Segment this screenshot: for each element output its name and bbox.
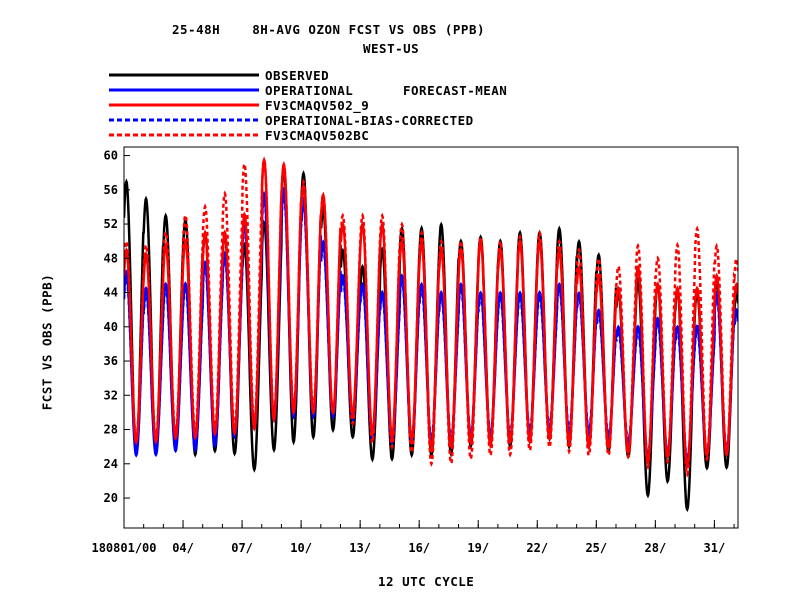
axis-layer: 20 24 28 32 36 40 44 48 52 56 60 180801/00 04/07/10/… xyxy=(91,149,735,555)
x-tick-label: 22/ xyxy=(526,541,548,555)
legend-title: FORECAST-MEAN xyxy=(403,83,508,98)
chart-subtitle: WEST-US xyxy=(363,41,420,56)
y-tick-label: 52 xyxy=(104,217,118,231)
x-tick-label: 04/ xyxy=(172,541,194,555)
x-tick-label: 13/ xyxy=(349,541,371,555)
y-tick-label: 60 xyxy=(104,149,118,163)
y-tick-label: 36 xyxy=(104,354,118,368)
x-tick-label: 16/ xyxy=(408,541,430,555)
legend-swatches xyxy=(109,73,259,137)
y-tick-label: 24 xyxy=(104,457,118,471)
y-tick-label: 28 xyxy=(104,423,118,437)
y-tick-label: 20 xyxy=(104,491,118,505)
x-tick-label: 25/ xyxy=(585,541,607,555)
legend-label-operational-bias-corrected: OPERATIONAL-BIAS-CORRECTED xyxy=(265,113,474,128)
series-line-fv3cmaqv502bc xyxy=(124,156,738,478)
legend-label-fv3cmaqv502bc: FV3CMAQV502BC xyxy=(265,128,370,143)
y-tick-label: 40 xyxy=(104,320,118,334)
legend-label-operational: OPERATIONAL xyxy=(265,83,354,98)
chart-title: 25-48H 8H-AVG OZON FCST VS OBS (PPB) xyxy=(172,22,485,37)
x-axis-label: 12 UTC CYCLE xyxy=(378,574,475,589)
y-axis-label: FCST VS OBS (PPB) xyxy=(39,273,55,411)
y-tick-label: 32 xyxy=(104,388,118,402)
x-tick-label: 180801/00 xyxy=(91,541,156,555)
x-tick-label: 19/ xyxy=(467,541,489,555)
series-layer xyxy=(124,156,738,513)
legend-label-fv3cmaqv502-9: FV3CMAQV502_9 xyxy=(265,98,370,113)
plot-frame xyxy=(123,146,739,529)
y-tick-label: 56 xyxy=(104,183,118,197)
y-tick-label: 44 xyxy=(104,286,118,300)
x-tick-label: 10/ xyxy=(290,541,312,555)
y-tick-label: 48 xyxy=(104,251,118,265)
legend-label-observed: OBSERVED xyxy=(265,68,330,83)
x-tick-label: 31/ xyxy=(704,541,726,555)
x-tick-label: 28/ xyxy=(645,541,667,555)
x-tick-label: 07/ xyxy=(231,541,253,555)
